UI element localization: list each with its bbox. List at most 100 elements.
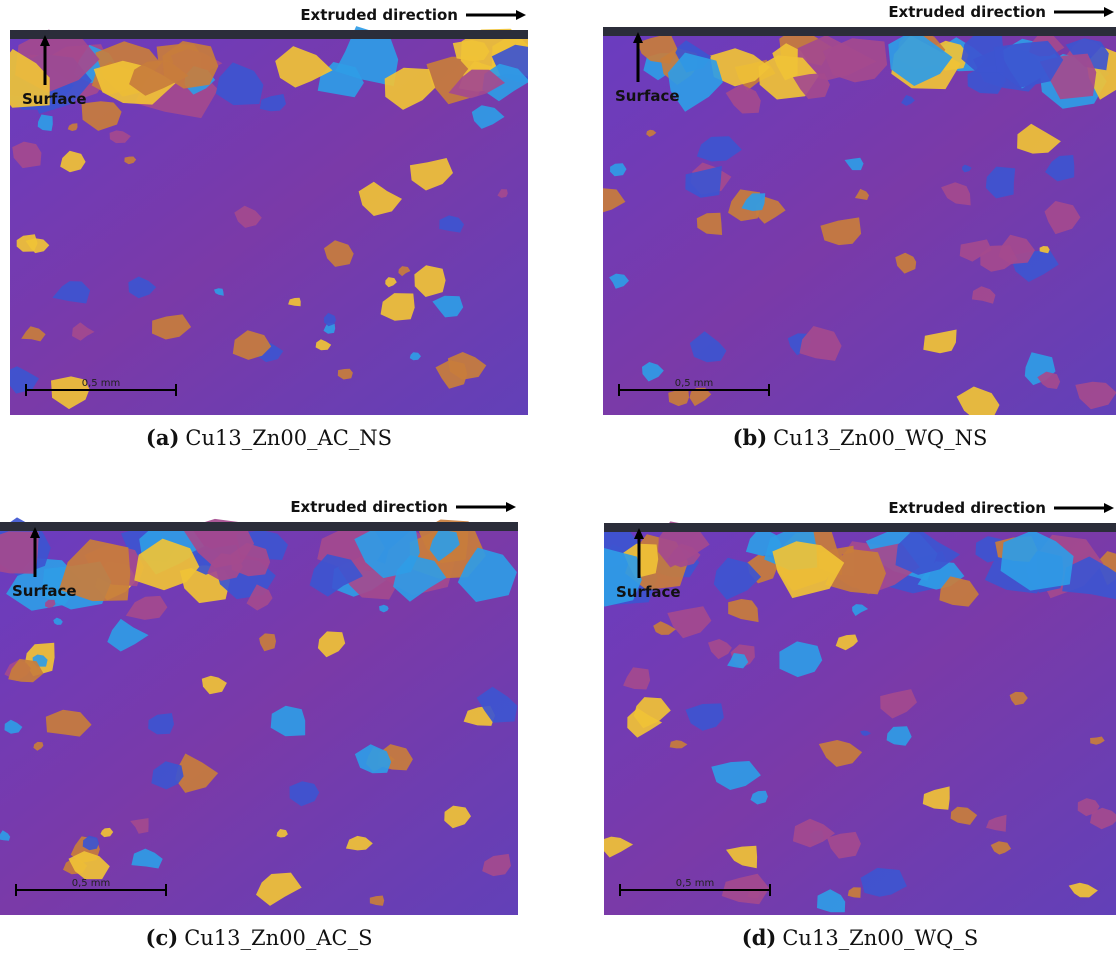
grain	[779, 641, 823, 678]
micrograph: Surface 0,5 mm Extruded direction	[0, 6, 557, 415]
micrograph: Surface 0,5 mm Extruded direction	[591, 3, 1116, 420]
grain	[792, 818, 835, 848]
grain	[689, 331, 727, 363]
grain	[939, 576, 979, 607]
grain	[317, 631, 346, 658]
grain	[0, 830, 11, 841]
grain	[107, 618, 149, 652]
grain	[4, 366, 39, 394]
grain	[1039, 246, 1050, 254]
grain	[886, 726, 912, 746]
grain	[215, 62, 264, 106]
micrograph-panel: Surface 0,5 mm Extruded direction	[0, 0, 557, 420]
grain	[323, 322, 336, 334]
grain	[309, 554, 363, 597]
grain	[53, 617, 63, 625]
grain	[820, 217, 862, 246]
grain	[148, 713, 174, 735]
caption-text: Cu13_Zn00_AC_S	[184, 926, 373, 950]
grain	[956, 386, 1000, 420]
arrow-head	[1104, 503, 1114, 513]
grain	[151, 761, 184, 790]
grain	[152, 314, 192, 340]
grain	[482, 63, 530, 102]
grain	[799, 326, 842, 361]
grain	[234, 205, 262, 228]
grain	[8, 658, 44, 683]
grain	[728, 599, 759, 623]
scale-label: 0,5 mm	[82, 378, 121, 389]
grain	[685, 703, 724, 731]
caption: (d) Cu13_Zn00_WQ_S	[610, 925, 1110, 950]
grain	[125, 595, 168, 620]
grain	[59, 539, 131, 602]
micrograph-panel: Surface 0,5 mm Extruded direction	[581, 493, 1116, 920]
scale-label: 0,5 mm	[72, 878, 111, 889]
top-edge	[0, 522, 518, 531]
grain	[432, 295, 464, 318]
grain	[452, 40, 490, 62]
grain	[45, 709, 92, 737]
grain	[4, 719, 23, 734]
direction-label: Extruded direction	[300, 6, 458, 24]
grain	[689, 387, 712, 407]
grain	[131, 848, 163, 869]
grain	[895, 527, 961, 575]
micrograph: Surface 0,5 mm Extruded direction	[581, 499, 1116, 915]
grain	[713, 557, 762, 600]
grain	[67, 123, 78, 131]
caption-text: Cu13_Zn00_WQ_NS	[773, 426, 988, 450]
grain	[324, 240, 354, 267]
grain	[497, 189, 508, 198]
grain	[601, 836, 634, 858]
grain	[860, 867, 907, 897]
image: Surface 0,5 mm	[0, 26, 557, 415]
grain	[985, 166, 1016, 199]
grain	[100, 827, 114, 838]
caption-text: Cu13_Zn00_WQ_S	[782, 926, 979, 950]
grain	[1062, 556, 1116, 600]
grain	[696, 136, 742, 162]
grain	[457, 547, 517, 602]
grain	[134, 538, 200, 591]
panel-label: (b)	[732, 425, 768, 450]
grain	[60, 150, 86, 173]
grain	[398, 266, 411, 277]
grain	[653, 621, 676, 635]
grain	[986, 814, 1007, 832]
caption-text: Cu13_Zn00_AC_NS	[185, 426, 393, 450]
grain	[1090, 736, 1105, 745]
grain	[162, 41, 219, 89]
caption: (b) Cu13_Zn00_WQ_NS	[610, 425, 1110, 450]
grain	[409, 352, 421, 361]
grain	[315, 339, 332, 351]
grain	[609, 273, 629, 289]
grain	[429, 529, 460, 562]
direction-label: Extruded direction	[888, 3, 1046, 21]
grain	[81, 101, 122, 131]
grain	[1068, 882, 1098, 898]
panel-label: (a)	[145, 425, 180, 450]
grain	[772, 541, 845, 599]
arrow-head	[40, 35, 50, 46]
scale-label: 0,5 mm	[675, 378, 714, 389]
grain	[25, 238, 50, 254]
grain	[852, 604, 869, 616]
grain	[844, 157, 864, 171]
grain	[990, 841, 1012, 855]
caption: (a) Cu13_Zn00_AC_NS	[19, 425, 519, 450]
grain	[646, 129, 657, 137]
grain	[358, 181, 402, 216]
grain	[710, 48, 770, 87]
grain	[835, 634, 858, 651]
grain	[0, 49, 50, 108]
image: Surface 0,5 mm	[581, 521, 1116, 915]
grain	[669, 740, 688, 749]
grain	[980, 245, 1018, 272]
grain	[667, 52, 723, 112]
grain	[827, 831, 861, 859]
grain	[1037, 371, 1061, 389]
grain	[323, 312, 336, 327]
grain	[207, 553, 243, 581]
